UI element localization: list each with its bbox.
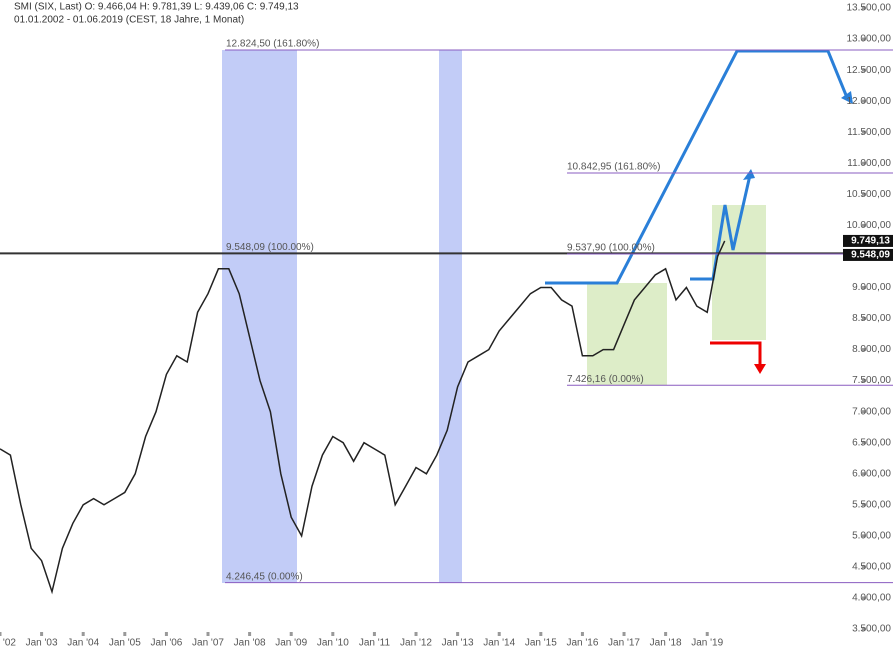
projection-arrow: [545, 49, 850, 285]
x-tick-label: Jan '09: [275, 638, 307, 649]
highlights: [222, 50, 766, 583]
zone: [587, 283, 667, 385]
y-tick-label: 7.000,00: [852, 406, 891, 417]
y-tick-label: 5.000,00: [852, 530, 891, 541]
band: [222, 50, 297, 583]
fib-label: 7.426,16 (0.00%): [567, 374, 644, 385]
fib-label: 4.246,45 (0.00%): [226, 571, 303, 582]
x-tick-label: Jan '07: [192, 638, 224, 649]
arrowhead: [754, 364, 766, 374]
projection-arrow: [710, 341, 762, 365]
x-tick-label: Jan '14: [483, 638, 515, 649]
price-tag-label: 9.749,13: [851, 236, 890, 247]
y-tick-label: 12.000,00: [847, 96, 892, 107]
y-tick-label: 8.500,00: [852, 313, 891, 324]
x-tick-label: Jan '10: [317, 638, 349, 649]
x-tick-label: Jan '06: [150, 638, 182, 649]
x-tick-label: Jan '15: [525, 638, 557, 649]
projection-arrow: [690, 174, 752, 281]
x-tick-label: Jan '18: [650, 638, 682, 649]
x-tick-label: Jan '13: [442, 638, 474, 649]
fib-label: 12.824,50 (161.80%): [226, 39, 319, 50]
price-tag-label: 9.548,09: [851, 250, 890, 261]
y-tick-label: 6.000,00: [852, 468, 891, 479]
x-tick-label: Jan '08: [234, 638, 266, 649]
y-tick-label: 11.500,00: [847, 127, 891, 138]
y-tick-label: 8.000,00: [852, 344, 891, 355]
band: [439, 50, 462, 583]
arrowhead: [841, 91, 853, 104]
y-tick-label: 13.500,00: [847, 3, 892, 14]
price-line: [0, 240, 726, 595]
projections: 3.500,00 4.000,00 4.500,00 5.000,00 5.500,00…: [0, 3, 893, 649]
y-tick-label: 12.500,00: [847, 65, 892, 76]
chart-title: SMI (SIX, Last) O: 9.466,04 H: 9.781,39 …: [14, 2, 299, 13]
y-tick-label: 10.500,00: [847, 189, 892, 200]
y-tick-label: 9.000,00: [852, 282, 891, 293]
chart-subtitle: 01.01.2002 - 01.06.2019 (CEST, 18 Jahre,…: [14, 15, 244, 26]
fib-label: 9.537,90 (100.00%): [567, 243, 655, 254]
y-tick-label: 4.000,00: [852, 593, 891, 604]
price-tag: [843, 234, 893, 247]
fib-label: 9.548,09 (100.00%): [226, 242, 314, 253]
x-tick-label: Jan '05: [109, 638, 141, 649]
y-tick-label: 5.500,00: [852, 499, 891, 510]
y-tick-label: 10.000,00: [847, 220, 892, 231]
x-tick-label: Jan '11: [359, 638, 391, 649]
fib-label: 10.842,95 (161.80%): [567, 162, 660, 173]
y-tick-label: 6.500,00: [852, 437, 891, 448]
y-tick-label: 13.000,00: [847, 34, 892, 45]
x-tick-label: Jan '12: [400, 638, 432, 649]
arrowhead: [743, 169, 755, 180]
y-tick-label: 3.500,00: [852, 624, 891, 635]
x-tick-label: Jan '19: [691, 638, 723, 649]
y-tick-label: 4.500,00: [852, 562, 891, 573]
y-tick-label: 11.000,00: [847, 158, 891, 169]
x-tick-label: Jan '16: [566, 638, 598, 649]
x-tick-label: Jan '17: [608, 638, 640, 649]
x-tick-label: Jan '03: [26, 638, 58, 649]
x-tick-label: Jan '04: [67, 638, 99, 649]
x-tick-label: Jan '02: [0, 638, 16, 649]
y-tick-label: 7.500,00: [852, 375, 891, 386]
price-tag: [843, 248, 893, 261]
